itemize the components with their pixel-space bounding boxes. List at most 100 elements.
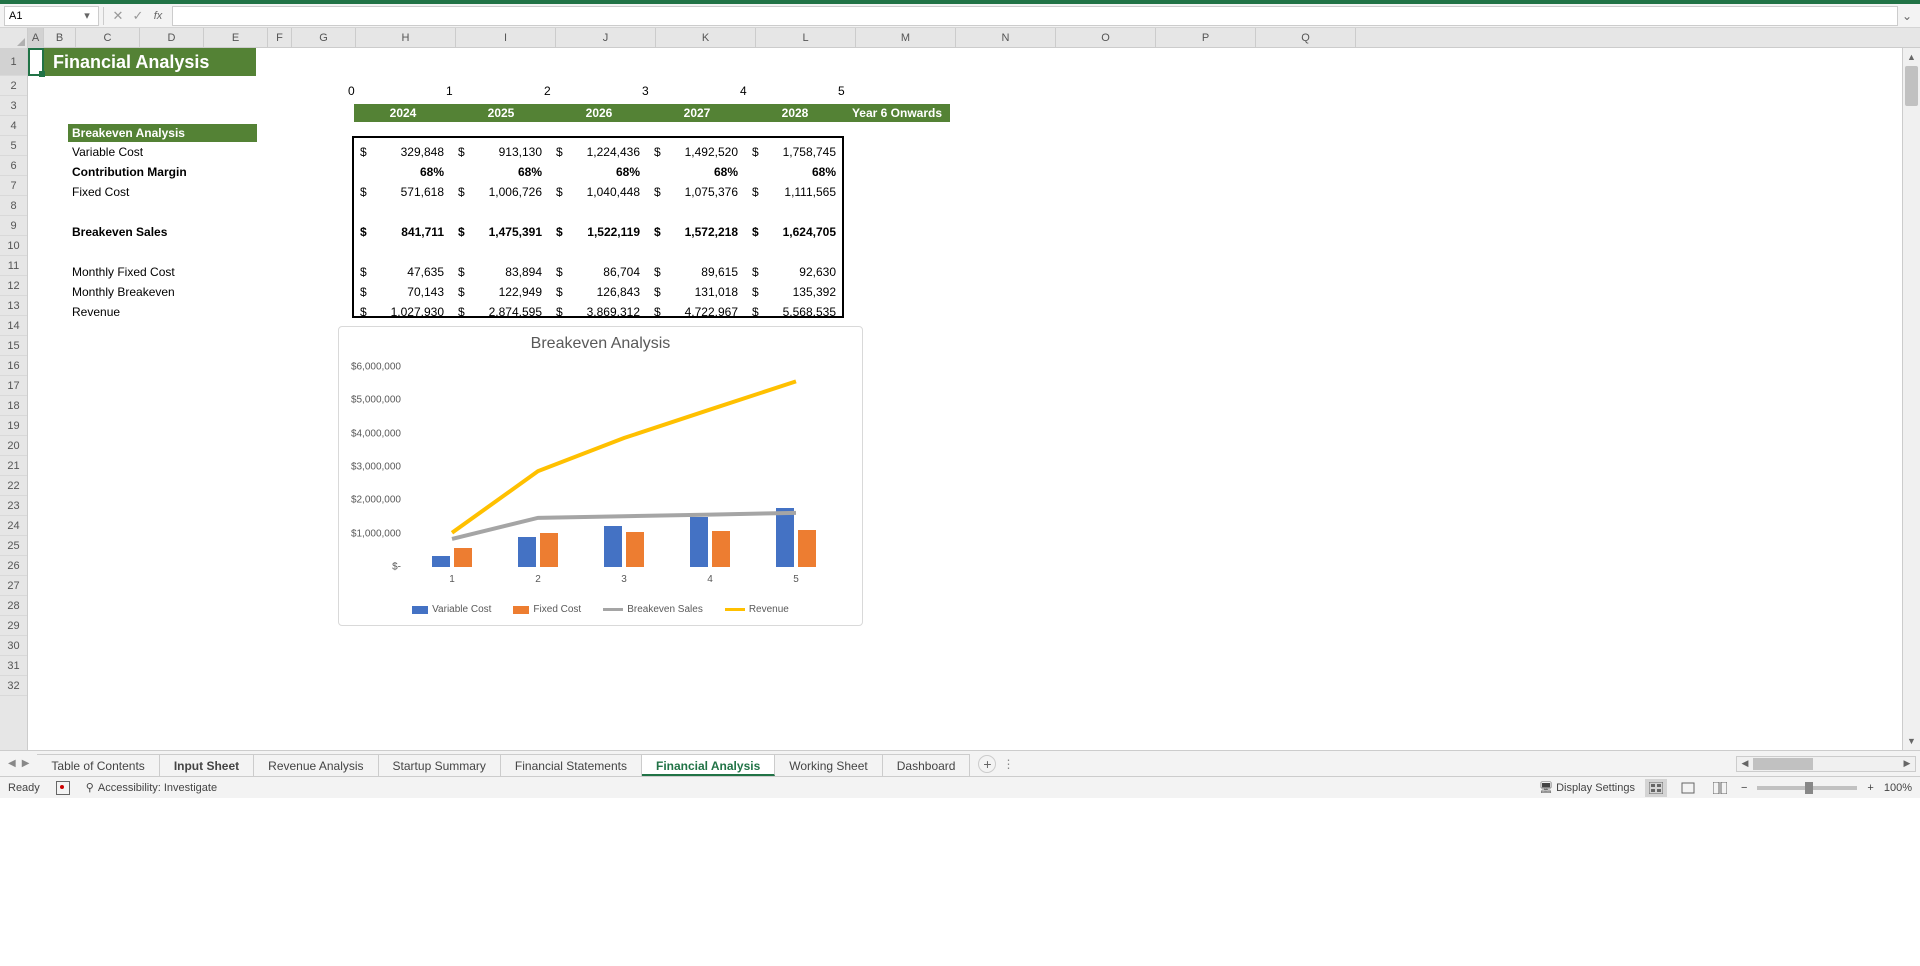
enter-icon[interactable]: ✓ bbox=[128, 6, 148, 26]
row-header-6[interactable]: 6 bbox=[0, 156, 27, 176]
sheet-tab-working-sheet[interactable]: Working Sheet bbox=[775, 754, 883, 776]
row-header-10[interactable]: 10 bbox=[0, 236, 27, 256]
sheet-tab-revenue-analysis[interactable]: Revenue Analysis bbox=[254, 754, 378, 776]
row-header-19[interactable]: 19 bbox=[0, 416, 27, 436]
column-header-I[interactable]: I bbox=[456, 28, 556, 48]
row-header-17[interactable]: 17 bbox=[0, 376, 27, 396]
column-header-O[interactable]: O bbox=[1056, 28, 1156, 48]
zoom-slider-thumb[interactable] bbox=[1805, 782, 1813, 794]
column-header-A[interactable]: A bbox=[28, 28, 44, 48]
formula-bar-expand-icon[interactable]: ⌄ bbox=[1898, 9, 1916, 23]
formula-input[interactable] bbox=[172, 6, 1898, 26]
column-header-Q[interactable]: Q bbox=[1256, 28, 1356, 48]
sheet-tab-financial-statements[interactable]: Financial Statements bbox=[501, 754, 642, 776]
row-header-24[interactable]: 24 bbox=[0, 516, 27, 536]
year-header-3: 2027 bbox=[648, 104, 746, 122]
column-header-F[interactable]: F bbox=[268, 28, 292, 48]
cell-breakeven_sales-3: 1,572,218 bbox=[666, 225, 738, 239]
row-header-14[interactable]: 14 bbox=[0, 316, 27, 336]
chart-ylabel-2: $4,000,000 bbox=[351, 428, 401, 439]
scroll-right-icon[interactable]: ▶ bbox=[1899, 758, 1915, 769]
column-header-B[interactable]: B bbox=[44, 28, 76, 48]
zoom-slider[interactable] bbox=[1757, 786, 1857, 790]
status-bar: Ready Accessibility: Investigate 🖥 Displ… bbox=[0, 776, 1920, 798]
scroll-left-icon[interactable]: ◀ bbox=[1737, 758, 1753, 769]
sheet-tab-input-sheet[interactable]: Input Sheet bbox=[160, 754, 254, 776]
cells-canvas[interactable]: Financial Analysis 012345 20242025202620… bbox=[28, 48, 1902, 750]
row-header-18[interactable]: 18 bbox=[0, 396, 27, 416]
row-header-12[interactable]: 12 bbox=[0, 276, 27, 296]
chart-xlabel-1: 1 bbox=[449, 574, 455, 585]
row-header-3[interactable]: 3 bbox=[0, 96, 27, 116]
column-header-K[interactable]: K bbox=[656, 28, 756, 48]
select-all-button[interactable] bbox=[0, 28, 28, 48]
column-header-E[interactable]: E bbox=[204, 28, 268, 48]
tab-menu-icon[interactable]: ⋮ bbox=[996, 757, 1020, 771]
cell-contribution_margin-3: 68% bbox=[666, 165, 738, 179]
row-header-31[interactable]: 31 bbox=[0, 656, 27, 676]
row-header-11[interactable]: 11 bbox=[0, 256, 27, 276]
row-header-5[interactable]: 5 bbox=[0, 136, 27, 156]
row-header-1[interactable]: 1 bbox=[0, 48, 27, 76]
insert-function-icon[interactable]: fx bbox=[148, 6, 168, 26]
column-header-L[interactable]: L bbox=[756, 28, 856, 48]
year-header-0: 2024 bbox=[354, 104, 452, 122]
row-header-15[interactable]: 15 bbox=[0, 336, 27, 356]
breakeven-chart[interactable]: Breakeven Analysis $6,000,000$5,000,000$… bbox=[338, 326, 863, 626]
row-header-9[interactable]: 9 bbox=[0, 216, 27, 236]
row-header-8[interactable]: 8 bbox=[0, 196, 27, 216]
vertical-scroll-thumb[interactable] bbox=[1905, 66, 1918, 106]
cell-variable_cost-4-currency: $ bbox=[752, 145, 759, 159]
sheet-tab-financial-analysis[interactable]: Financial Analysis bbox=[642, 754, 775, 776]
column-header-G[interactable]: G bbox=[292, 28, 356, 48]
cancel-icon[interactable]: ✕ bbox=[108, 6, 128, 26]
vertical-scrollbar[interactable]: ▲ ▼ bbox=[1902, 48, 1920, 750]
sheet-tab-dashboard[interactable]: Dashboard bbox=[883, 754, 971, 776]
display-settings-button[interactable]: 🖥 Display Settings bbox=[1539, 781, 1635, 794]
zoom-level[interactable]: 100% bbox=[1884, 782, 1912, 794]
accessibility-status[interactable]: Accessibility: Investigate bbox=[86, 781, 217, 794]
page-layout-view-icon[interactable] bbox=[1677, 779, 1699, 797]
row-header-21[interactable]: 21 bbox=[0, 456, 27, 476]
scroll-down-icon[interactable]: ▼ bbox=[1903, 732, 1920, 750]
zoom-in-button[interactable]: + bbox=[1867, 782, 1873, 794]
page-break-view-icon[interactable] bbox=[1709, 779, 1731, 797]
sheet-tab-table-of-contents[interactable]: Table of Contents bbox=[37, 754, 159, 776]
column-header-C[interactable]: C bbox=[76, 28, 140, 48]
row-header-2[interactable]: 2 bbox=[0, 76, 27, 96]
row-header-27[interactable]: 27 bbox=[0, 576, 27, 596]
fill-handle[interactable] bbox=[39, 71, 45, 77]
tab-nav-prev-icon[interactable]: ◀ bbox=[8, 758, 16, 769]
normal-view-icon[interactable] bbox=[1645, 779, 1667, 797]
row-header-20[interactable]: 20 bbox=[0, 436, 27, 456]
tab-nav-next-icon[interactable]: ▶ bbox=[22, 758, 30, 769]
row-header-30[interactable]: 30 bbox=[0, 636, 27, 656]
column-header-M[interactable]: M bbox=[856, 28, 956, 48]
row-header-29[interactable]: 29 bbox=[0, 616, 27, 636]
row-header-22[interactable]: 22 bbox=[0, 476, 27, 496]
name-box-dropdown-icon[interactable]: ▾ bbox=[80, 9, 94, 22]
column-header-P[interactable]: P bbox=[1156, 28, 1256, 48]
row-header-26[interactable]: 26 bbox=[0, 556, 27, 576]
sheet-tab-startup-summary[interactable]: Startup Summary bbox=[379, 754, 501, 776]
row-header-28[interactable]: 28 bbox=[0, 596, 27, 616]
row-header-23[interactable]: 23 bbox=[0, 496, 27, 516]
column-header-H[interactable]: H bbox=[356, 28, 456, 48]
row-header-4[interactable]: 4 bbox=[0, 116, 27, 136]
add-sheet-button[interactable]: + bbox=[978, 755, 996, 773]
column-header-N[interactable]: N bbox=[956, 28, 1056, 48]
horizontal-scroll-thumb[interactable] bbox=[1753, 758, 1813, 770]
macro-record-icon[interactable] bbox=[56, 781, 70, 795]
row-header-32[interactable]: 32 bbox=[0, 676, 27, 696]
horizontal-scrollbar[interactable]: ◀ ▶ bbox=[1736, 756, 1916, 772]
row-header-25[interactable]: 25 bbox=[0, 536, 27, 556]
column-header-J[interactable]: J bbox=[556, 28, 656, 48]
row-header-7[interactable]: 7 bbox=[0, 176, 27, 196]
column-header-D[interactable]: D bbox=[140, 28, 204, 48]
name-box[interactable]: A1 ▾ bbox=[4, 6, 99, 26]
zoom-out-button[interactable]: − bbox=[1741, 782, 1747, 794]
scroll-up-icon[interactable]: ▲ bbox=[1903, 48, 1920, 66]
row-header-16[interactable]: 16 bbox=[0, 356, 27, 376]
row-header-13[interactable]: 13 bbox=[0, 296, 27, 316]
cell-fixed_cost-4-currency: $ bbox=[752, 185, 759, 199]
